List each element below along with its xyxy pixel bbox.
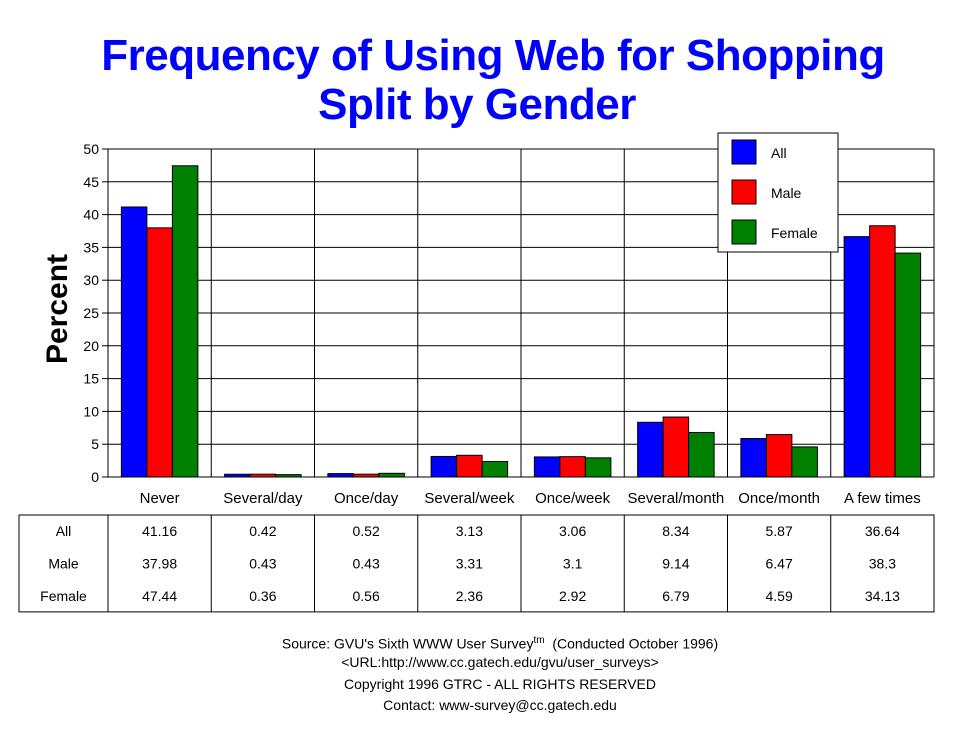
table-cell: 0.43 bbox=[249, 555, 276, 571]
y-tick-label: 20 bbox=[83, 338, 99, 354]
chart-title-line2: Split by Gender bbox=[318, 80, 636, 129]
table-cell: 0.42 bbox=[249, 523, 276, 539]
footer-source: Source: GVU's Sixth WWW User Surveytm (C… bbox=[0, 635, 970, 652]
table-cell: 3.1 bbox=[563, 555, 583, 571]
table-cell: 3.06 bbox=[559, 523, 586, 539]
table-cell: 47.44 bbox=[142, 588, 177, 604]
table-cell: 0.43 bbox=[353, 555, 380, 571]
legend-label: Female bbox=[771, 225, 818, 241]
bar-all-7 bbox=[843, 236, 871, 478]
table-cell: 0.36 bbox=[249, 588, 276, 604]
footer-copyright: Copyright 1996 GTRC - ALL RIGHTS RESERVE… bbox=[344, 676, 656, 692]
bar-male-7 bbox=[869, 225, 896, 478]
bar-female-2 bbox=[378, 472, 405, 478]
table-cell: 0.56 bbox=[353, 588, 380, 604]
bar-female-5 bbox=[688, 431, 715, 478]
footer-contact: Contact: www-survey@cc.gatech.edu bbox=[383, 697, 617, 713]
bar-male-6 bbox=[765, 434, 793, 478]
x-category-label: Several/day bbox=[223, 490, 303, 507]
footer-source-tm: tm bbox=[533, 635, 545, 646]
y-tick-label: 10 bbox=[83, 403, 99, 419]
x-category-label: Several/month bbox=[628, 490, 725, 507]
x-category-label: Once/month bbox=[738, 490, 820, 507]
bar-male-0 bbox=[146, 227, 173, 478]
bar-male-5 bbox=[662, 416, 690, 478]
bar-female-6 bbox=[791, 446, 818, 478]
bar-female-3 bbox=[481, 461, 509, 478]
table-cell: 6.79 bbox=[662, 588, 689, 604]
footer-url: <URL:http://www.cc.gatech.edu/gvu/user_s… bbox=[341, 654, 659, 670]
y-tick-label: 35 bbox=[83, 239, 99, 255]
bar-all-3 bbox=[430, 455, 458, 478]
x-category-label: Once/day bbox=[334, 490, 399, 507]
y-tick-label: 30 bbox=[83, 272, 99, 288]
bar-male-3 bbox=[456, 454, 483, 478]
table-cell: 36.64 bbox=[865, 523, 900, 539]
table-row-label: All bbox=[56, 523, 72, 539]
bar-female-7 bbox=[894, 252, 922, 478]
bar-all-2 bbox=[327, 473, 354, 478]
y-tick-label: 0 bbox=[91, 469, 99, 485]
legend-swatch bbox=[731, 219, 757, 245]
table-cell: 9.14 bbox=[662, 555, 689, 571]
x-category-label: Once/week bbox=[535, 490, 611, 507]
table-cell: 3.13 bbox=[456, 523, 483, 539]
table-cell: 2.92 bbox=[559, 588, 586, 604]
bar-all-0 bbox=[120, 206, 148, 478]
bar-all-4 bbox=[533, 456, 561, 478]
legend-label: Male bbox=[771, 185, 802, 201]
footer-source-suffix: (Conducted October 1996) bbox=[544, 635, 719, 652]
table-cell: 8.34 bbox=[662, 523, 689, 539]
y-tick-label: 50 bbox=[83, 141, 99, 157]
table-row-label: Female bbox=[40, 588, 87, 604]
table-cell: 34.13 bbox=[865, 588, 900, 604]
y-tick-label: 40 bbox=[83, 207, 99, 223]
table-cell: 41.16 bbox=[142, 523, 177, 539]
x-category-label: Never bbox=[140, 490, 180, 507]
chart-title-line1: Frequency of Using Web for Shopping bbox=[101, 31, 885, 80]
bar-female-4 bbox=[584, 457, 612, 478]
table-cell: 6.47 bbox=[766, 555, 793, 571]
legend-swatch bbox=[731, 179, 757, 205]
bar-all-5 bbox=[637, 421, 664, 478]
table-row-label: Male bbox=[48, 555, 79, 571]
table-cell: 37.98 bbox=[142, 555, 177, 571]
y-tick-label: 15 bbox=[83, 371, 99, 387]
y-tick-label: 25 bbox=[83, 305, 99, 321]
table-cell: 4.59 bbox=[766, 588, 793, 604]
legend-label: All bbox=[771, 145, 787, 161]
y-tick-label: 5 bbox=[91, 436, 99, 452]
bar-all-6 bbox=[740, 437, 767, 478]
table-cell: 0.52 bbox=[353, 523, 380, 539]
footer-source-prefix: Source: GVU's Sixth WWW User Survey bbox=[281, 635, 534, 652]
legend-swatch bbox=[731, 139, 757, 165]
bar-male-4 bbox=[559, 456, 586, 478]
table-cell: 5.87 bbox=[766, 523, 793, 539]
x-category-label: A few times bbox=[844, 490, 921, 507]
table-cell: 3.31 bbox=[456, 555, 483, 571]
y-tick-label: 45 bbox=[83, 174, 99, 190]
table-cell: 2.36 bbox=[456, 588, 483, 604]
x-category-label: Several/week bbox=[424, 490, 515, 507]
bar-female-0 bbox=[171, 165, 199, 478]
table-cell: 38.3 bbox=[869, 555, 896, 571]
